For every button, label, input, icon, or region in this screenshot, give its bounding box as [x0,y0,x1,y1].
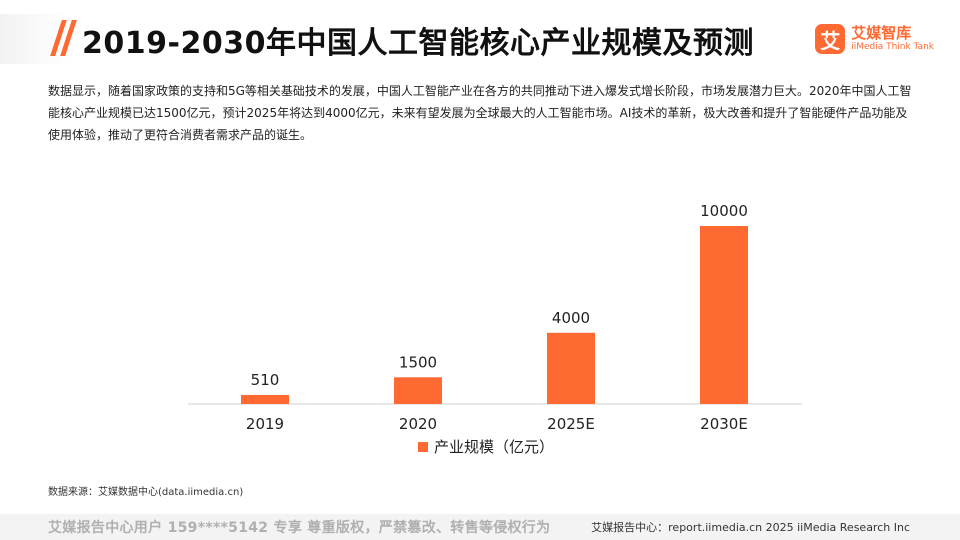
bar-2030E [700,226,748,404]
legend-swatch [418,441,428,452]
bar-2025E [547,332,595,404]
data-label-2030E: 10000 [700,202,748,220]
page-title: 2019-2030年中国人工智能核心产业规模及预测 [82,26,754,61]
data-label-2020: 1500 [399,353,437,371]
data-source: 数据来源：艾媒数据中心(data.iimedia.cn) [48,487,244,498]
logo-name-cn: 艾媒智库 [851,24,912,42]
bar-2019 [241,394,289,404]
data-label-2025E: 4000 [552,309,590,327]
logo-name-en: iiMedia Think Tank [851,42,934,52]
description-text: 数据显示，随着国家政策的支持和5G等相关基础技术的发展，中国人工智能产业在各方的… [48,84,912,142]
legend-label: 产业规模（亿元） [434,438,555,456]
brand-logo: 艾 艾媒智库 iiMedia Think Tank [815,22,934,56]
logo-text: 艾媒智库 iiMedia Think Tank [851,25,934,53]
x-tick-label-2019: 2019 [246,415,284,430]
data-label-2019: 510 [251,371,280,389]
chart-legend: 产业规模（亿元） [418,436,554,457]
footer-publisher: 艾媒报告中心：report.iimedia.cn 2025 iiMedia Re… [591,521,910,534]
x-tick-label-2030E: 2030E [700,415,748,430]
bar-2020 [394,377,442,404]
header: 2019-2030年中国人工智能核心产业规模及预测 艾 艾媒智库 iiMedia… [0,0,960,80]
footer-bar [0,514,960,540]
logo-icon: 艾 [815,24,846,54]
x-tick-label-2020: 2020 [399,415,437,430]
x-tick-label-2025E: 2025E [547,415,595,430]
footer-copyright-notice: 艾媒报告中心用户 159****5142 专享 尊重版权，严禁篡改、转售等侵权行… [48,520,551,536]
bar-chart: 510 2019 1500 2020 4000 2025E 10000 2030E [188,202,802,430]
